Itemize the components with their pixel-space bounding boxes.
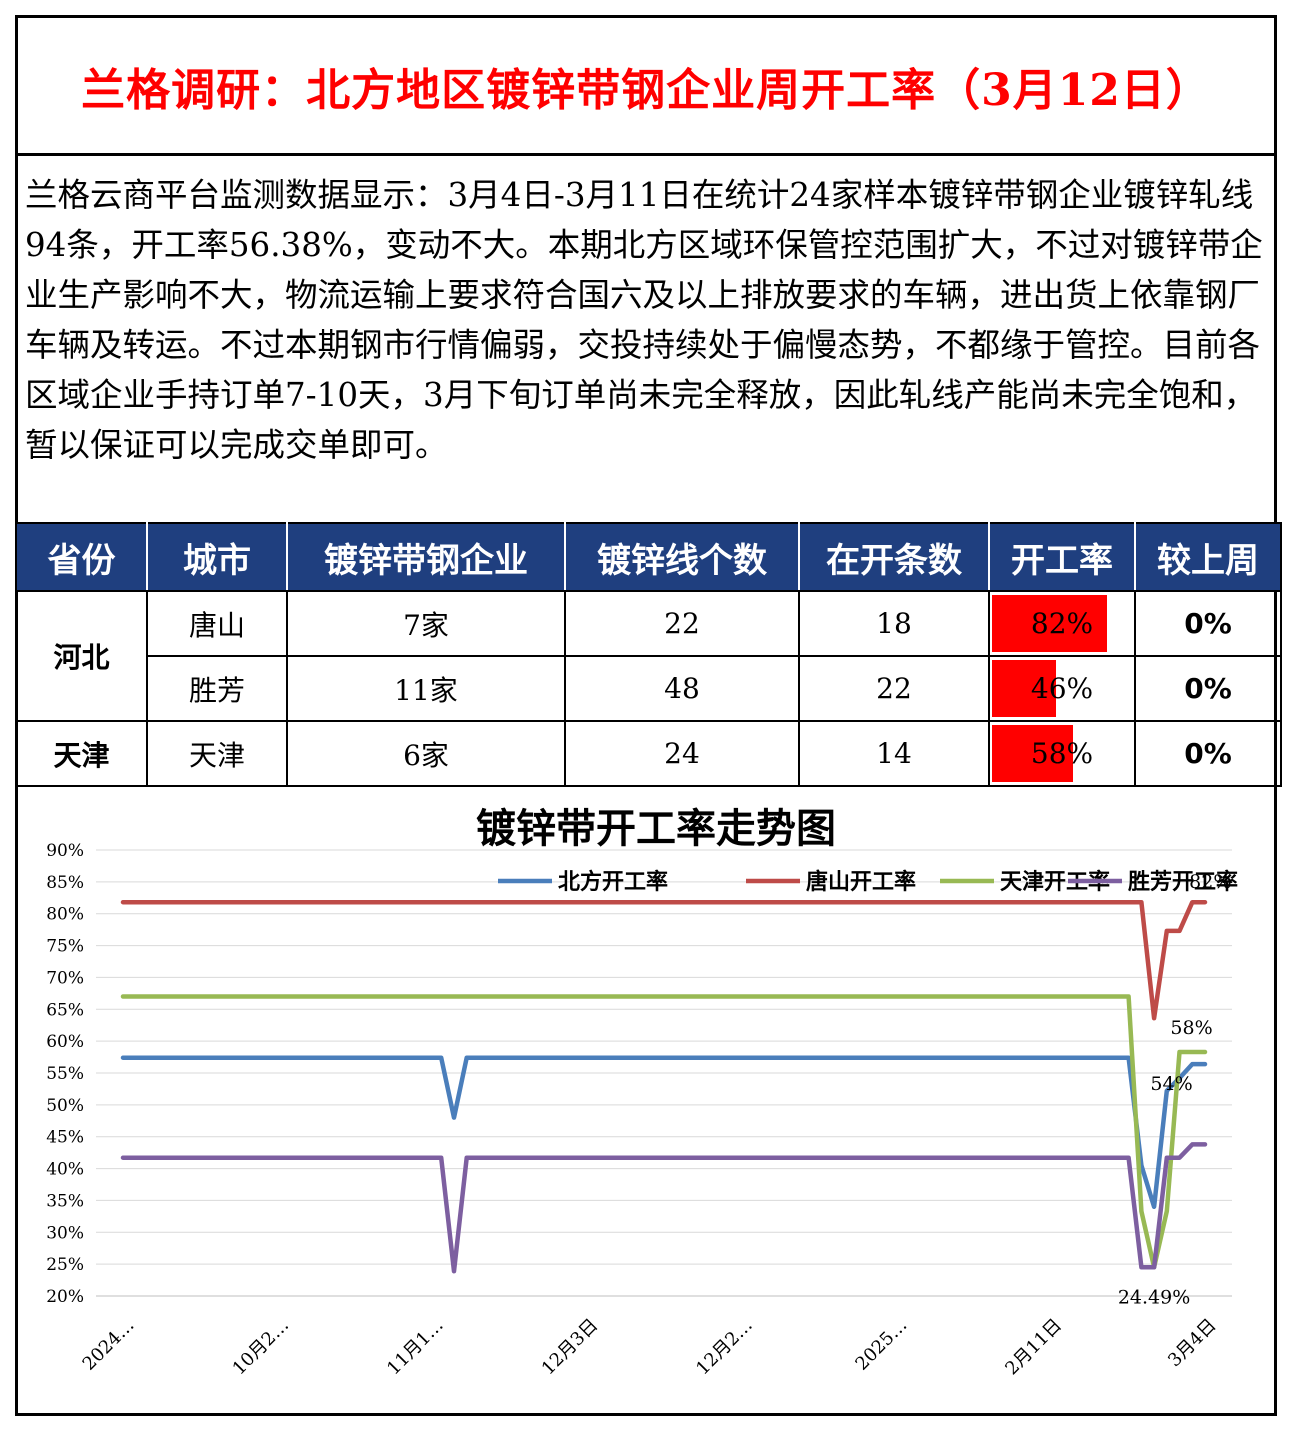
enterprises-cell: 11家 (286, 655, 566, 722)
change-cell: 0% (1134, 590, 1282, 657)
change-cell: 0% (1134, 655, 1282, 722)
series-line (120, 1055, 1208, 1210)
city-cell: 唐山 (146, 590, 288, 657)
trend-chart-svg: 镀锌带开工率走势图 20% 25% 30% 35% 40% 45% 50% 55% 60% 65% 7… (46, 805, 1238, 1380)
table-row: 河北 唐山 7家 22 18 82% 0% (15, 590, 1282, 722)
trend-chart: 镀锌带开工率走势图 20% 25% 30% 35% 40% 45% 50% 55% 60% 65% 7… (18, 790, 1274, 1413)
city-cell: 胜芳 (146, 655, 288, 722)
table-header-row: 省份 城市 镀锌带钢企业 镀锌线个数 在开条数 开工率 较上周 (15, 522, 1282, 592)
x-tick-label: 12月2… (692, 1315, 757, 1380)
y-tick-label: 25% (46, 1255, 84, 1275)
rate-bar (992, 595, 1107, 652)
lines-cell: 22 (564, 590, 800, 657)
y-tick-label: 75% (46, 937, 84, 957)
y-tick-label: 20% (46, 1287, 84, 1307)
province-cell: 天津 (15, 720, 148, 787)
chart-title: 镀锌带开工率走势图 (476, 805, 836, 852)
series-line (120, 994, 1208, 1270)
rate-cell: 58% (988, 720, 1136, 787)
y-tick-label: 55% (46, 1064, 84, 1084)
x-tick-label: 11月1… (383, 1315, 448, 1380)
x-tick-label: 2025… (851, 1315, 911, 1375)
enterprises-cell: 6家 (286, 720, 566, 787)
y-tick-label: 30% (46, 1223, 84, 1243)
header-enterprises: 镀锌带钢企业 (286, 522, 566, 592)
rate-bar (992, 660, 1057, 717)
x-tick-label: 3月4日 (1164, 1315, 1221, 1372)
x-tick-label: 10月2… (229, 1315, 294, 1380)
rate-bar (992, 725, 1074, 782)
running-cell: 18 (798, 590, 990, 657)
running-cell: 14 (798, 720, 990, 787)
running-cell: 22 (798, 655, 990, 722)
y-tick-label: 50% (46, 1096, 84, 1116)
y-tick-label: 90% (46, 841, 84, 861)
page-title: 兰格调研：北方地区镀锌带钢企业周开工率（3月12日） (81, 64, 1211, 116)
rate-table: 省份 城市 镀锌带钢企业 镀锌线个数 在开条数 开工率 较上周 河北 唐山 7家… (15, 522, 1282, 787)
header-running: 在开条数 (798, 522, 990, 592)
rate-cell: 82% (988, 590, 1136, 657)
rate-value: 46% (1030, 672, 1094, 705)
summary-text: 兰格云商平台监测数据显示：3月4日-3月11日在统计24家样本镀锌带钢企业镀锌轧… (25, 176, 1263, 464)
y-tick-label: 65% (46, 1000, 84, 1020)
change-cell: 0% (1134, 720, 1282, 787)
y-tick-label: 85% (46, 873, 84, 893)
enterprises-cell: 7家 (286, 590, 566, 657)
series-line (120, 899, 1208, 1021)
header-province: 省份 (15, 522, 148, 592)
rate-cell: 46% (988, 655, 1136, 722)
x-tick-label: 2024… (79, 1315, 139, 1375)
data-label: 54% (1150, 1073, 1192, 1095)
table-row: 天津 天津 6家 24 14 58% 0% (15, 720, 1282, 787)
data-label: 58% (1170, 1017, 1212, 1039)
y-tick-label: 70% (46, 968, 84, 988)
rate-value: 58% (1030, 737, 1094, 770)
header-city: 城市 (146, 522, 288, 592)
title-box: 兰格调研：北方地区镀锌带钢企业周开工率（3月12日） (18, 18, 1274, 156)
rate-value: 82% (1030, 607, 1094, 640)
data-label: 24.49% (1118, 1286, 1190, 1308)
x-tick-label: 2月11日 (1001, 1315, 1066, 1380)
y-tick-label: 40% (46, 1160, 84, 1180)
y-tick-label: 35% (46, 1191, 84, 1211)
lines-cell: 48 (564, 655, 800, 722)
legend-label: 唐山开工率 (806, 869, 916, 895)
province-cell: 河北 (15, 590, 148, 722)
legend-label: 胜芳开工率 (1128, 869, 1238, 895)
y-tick-label: 80% (46, 905, 84, 925)
x-tick-label: 12月3日 (538, 1315, 603, 1380)
data-label: 82% (1189, 871, 1231, 893)
header-change: 较上周 (1134, 522, 1282, 592)
header-lines: 镀锌线个数 (564, 522, 800, 592)
table-row: 胜芳 11家 48 22 46% 0% (16, 655, 1282, 722)
series-line (120, 1142, 1208, 1274)
y-tick-label: 60% (46, 1032, 84, 1052)
header-rate: 开工率 (988, 522, 1136, 592)
legend-label: 北方开工率 (558, 869, 668, 895)
lines-cell: 24 (564, 720, 800, 787)
city-cell: 天津 (146, 720, 288, 787)
y-tick-label: 45% (46, 1128, 84, 1148)
